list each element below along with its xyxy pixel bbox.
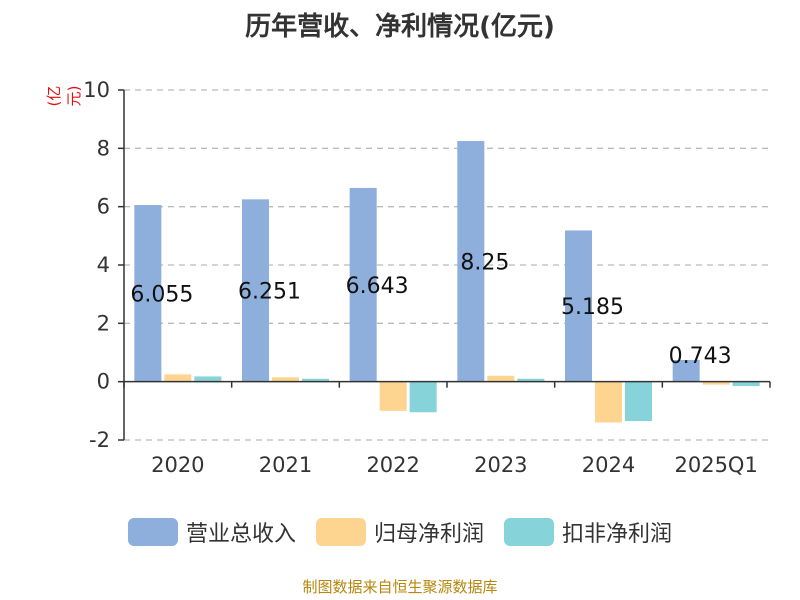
bar-parent-net-profit bbox=[702, 381, 730, 385]
legend-swatch-deducted-net-profit bbox=[504, 518, 554, 546]
bar-deducted-net-profit bbox=[194, 376, 222, 382]
legend-item-deducted-net-profit[interactable]: 扣非净利润 bbox=[504, 516, 672, 548]
bar-deducted-net-profit bbox=[302, 378, 329, 382]
bar-parent-net-profit bbox=[379, 381, 407, 411]
bar-deducted-net-profit bbox=[409, 381, 437, 413]
y-tick-label: 2 bbox=[97, 311, 110, 335]
data-label-revenue: 6.643 bbox=[346, 274, 409, 299]
x-tick-label: 2023 bbox=[474, 453, 527, 477]
x-tick-label: 2022 bbox=[366, 453, 419, 477]
bar-parent-net-profit bbox=[164, 374, 192, 382]
y-tick-label: -2 bbox=[89, 428, 110, 452]
chart-title: 历年营收、净利情况(亿元) bbox=[245, 12, 555, 42]
x-tick-label: 2021 bbox=[259, 453, 312, 477]
bar-revenue bbox=[565, 230, 592, 382]
data-label-revenue: 8.25 bbox=[460, 250, 509, 275]
bar-revenue bbox=[457, 141, 485, 382]
legend-label-revenue: 营业总收入 bbox=[185, 522, 296, 547]
legend-swatch-parent-net-profit bbox=[315, 518, 366, 546]
bar-revenue bbox=[134, 205, 162, 382]
x-tick-label: 2025Q1 bbox=[674, 453, 757, 477]
data-label-revenue: 5.185 bbox=[561, 295, 624, 320]
data-label-revenue: 6.251 bbox=[238, 280, 301, 305]
bar-deducted-net-profit bbox=[517, 378, 545, 382]
y-tick-label: 0 bbox=[97, 370, 110, 394]
x-tick-label: 2024 bbox=[582, 453, 635, 477]
legend-swatch-revenue bbox=[127, 518, 178, 546]
legend-label-deducted-net-profit: 扣非净利润 bbox=[562, 522, 673, 547]
data-label-revenue: 6.055 bbox=[130, 282, 193, 307]
data-label-revenue: 0.743 bbox=[669, 344, 732, 369]
y-tick-label: 6 bbox=[97, 195, 110, 219]
x-tick-label: 2020 bbox=[151, 453, 204, 477]
bar-revenue bbox=[349, 187, 377, 382]
legend: 营业总收入 归母净利润 扣非净利润 bbox=[0, 516, 800, 548]
bar-parent-net-profit bbox=[272, 377, 299, 382]
bar-parent-net-profit bbox=[487, 375, 515, 382]
legend-label-parent-net-profit: 归母净利润 bbox=[373, 522, 484, 547]
y-tick-label: 4 bbox=[97, 253, 110, 277]
bar-deducted-net-profit bbox=[732, 381, 760, 387]
bar-revenue bbox=[242, 199, 269, 382]
bar-parent-net-profit bbox=[595, 381, 622, 423]
legend-item-revenue[interactable]: 营业总收入 bbox=[127, 516, 296, 548]
bar-revenue bbox=[672, 359, 700, 382]
y-tick-label: 10 bbox=[83, 78, 110, 102]
y-tick-label: 8 bbox=[97, 136, 110, 160]
data-source-note: 制图数据来自恒生聚源数据库 bbox=[302, 578, 498, 596]
legend-item-parent-net-profit[interactable]: 归母净利润 bbox=[315, 516, 484, 548]
bar-deducted-net-profit bbox=[625, 381, 652, 422]
